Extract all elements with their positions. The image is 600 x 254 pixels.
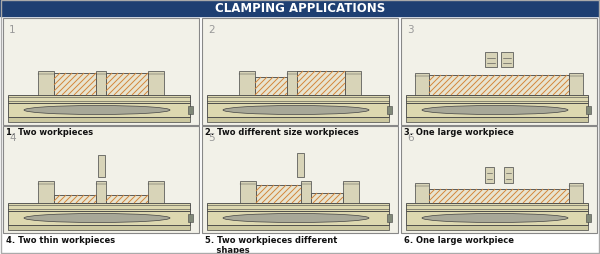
Bar <box>239 72 255 96</box>
Bar <box>202 19 398 125</box>
Ellipse shape <box>223 106 369 115</box>
Ellipse shape <box>422 106 568 115</box>
Bar <box>207 225 389 230</box>
Bar <box>297 153 304 177</box>
Bar <box>569 183 583 203</box>
Bar <box>207 118 389 122</box>
Bar <box>148 72 164 96</box>
Text: CLAMPING APPLICATIONS: CLAMPING APPLICATIONS <box>215 2 385 15</box>
Ellipse shape <box>24 106 170 115</box>
Bar <box>98 155 105 177</box>
Ellipse shape <box>422 214 568 223</box>
Bar <box>586 107 591 115</box>
Bar <box>96 181 106 203</box>
Bar <box>207 96 389 104</box>
Bar <box>188 107 193 115</box>
Bar <box>54 195 96 203</box>
Bar <box>8 203 190 211</box>
Bar <box>415 183 429 203</box>
Bar <box>406 104 588 118</box>
Bar <box>401 19 597 125</box>
Bar <box>207 211 389 225</box>
Bar <box>406 211 588 225</box>
Bar <box>345 72 361 96</box>
Bar <box>106 195 148 203</box>
Bar <box>406 225 588 230</box>
Bar <box>429 76 569 96</box>
Bar <box>256 185 301 203</box>
Text: 5. Two workpieces different
    shapes: 5. Two workpieces different shapes <box>205 235 337 254</box>
Bar <box>207 203 389 211</box>
Bar <box>188 214 193 222</box>
Bar <box>406 118 588 122</box>
Bar <box>406 96 588 104</box>
Bar <box>387 214 392 222</box>
Bar <box>3 19 199 125</box>
Bar <box>311 193 343 203</box>
Bar <box>301 181 311 203</box>
Text: 3. One large workpiece: 3. One large workpiece <box>404 128 514 136</box>
Bar <box>3 126 199 233</box>
Bar <box>429 189 569 203</box>
Text: 1: 1 <box>9 25 16 35</box>
Bar <box>8 225 190 230</box>
Bar <box>96 72 106 96</box>
Bar <box>148 181 164 203</box>
Bar <box>415 74 429 96</box>
Bar <box>207 104 389 118</box>
Bar <box>54 74 96 96</box>
Bar <box>38 181 54 203</box>
Bar <box>8 211 190 225</box>
Text: 3: 3 <box>407 25 413 35</box>
Bar <box>586 214 591 222</box>
Text: 2. Two different size workpieces: 2. Two different size workpieces <box>205 128 359 136</box>
Bar <box>343 181 359 203</box>
Text: 5: 5 <box>208 133 215 142</box>
Bar <box>202 126 398 233</box>
Bar <box>255 78 287 96</box>
Text: 4: 4 <box>9 133 16 142</box>
Bar <box>0 0 600 17</box>
Bar <box>297 72 345 96</box>
Bar <box>485 167 494 183</box>
Bar <box>401 126 597 233</box>
Text: 6: 6 <box>407 133 413 142</box>
Text: 4. Two thin workpieces: 4. Two thin workpieces <box>6 235 115 244</box>
Bar <box>504 167 513 183</box>
Text: 2: 2 <box>208 25 215 35</box>
Bar <box>387 107 392 115</box>
Bar <box>8 104 190 118</box>
Bar <box>38 72 54 96</box>
Bar <box>106 74 148 96</box>
Bar <box>485 53 497 68</box>
Bar <box>406 203 588 211</box>
Ellipse shape <box>223 214 369 223</box>
Ellipse shape <box>24 214 170 223</box>
Bar <box>287 72 297 96</box>
Text: 6. One large workpiece: 6. One large workpiece <box>404 235 514 244</box>
Text: 1. Two workpieces: 1. Two workpieces <box>6 128 93 136</box>
Bar <box>240 181 256 203</box>
Bar <box>8 118 190 122</box>
Bar <box>501 53 513 68</box>
Bar <box>569 74 583 96</box>
Bar <box>8 96 190 104</box>
